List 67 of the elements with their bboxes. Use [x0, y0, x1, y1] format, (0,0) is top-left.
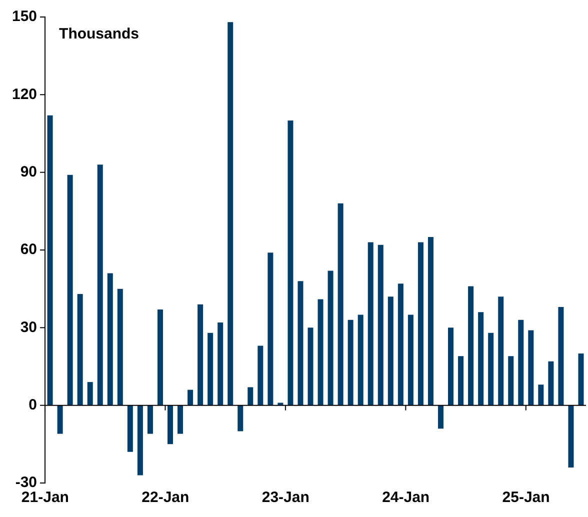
bar: [528, 330, 534, 406]
bar: [117, 288, 123, 406]
bar: [348, 320, 354, 406]
bar: [568, 405, 574, 468]
bar: [358, 314, 364, 406]
bar: [548, 361, 554, 406]
bar: [558, 306, 564, 406]
bar: [107, 273, 113, 406]
bar: [147, 405, 153, 434]
bar: [268, 252, 274, 406]
bar: [428, 237, 434, 406]
bar: [278, 402, 284, 406]
bar: [167, 405, 174, 444]
bar: [218, 322, 224, 406]
bar: [518, 320, 524, 406]
bar: [338, 203, 344, 406]
bar: [578, 354, 584, 406]
bar: [468, 286, 474, 406]
bar: [328, 270, 334, 406]
x-tick-label: 25-Jan: [502, 489, 550, 506]
bar: [57, 405, 63, 434]
y-tick-label: 30: [20, 318, 38, 336]
bar: [97, 164, 103, 406]
bar: [498, 296, 504, 406]
bar: [488, 332, 494, 406]
y-tick-label: -30: [15, 474, 38, 492]
bar: [188, 390, 194, 406]
y-tick-label: 90: [20, 163, 38, 180]
bar: [248, 387, 254, 406]
bar: [418, 242, 424, 406]
bar: [288, 120, 294, 406]
x-tick-label: 23-Jan: [262, 489, 310, 506]
bar: [368, 242, 374, 406]
bar: [87, 382, 93, 406]
bar: [157, 310, 163, 406]
bar: [308, 328, 314, 406]
bar: [127, 405, 133, 452]
bar: [198, 304, 204, 406]
bar: [258, 346, 264, 406]
bar: [538, 384, 544, 406]
bar: [228, 22, 234, 406]
bar: [238, 405, 244, 432]
bar: [47, 115, 53, 406]
bar: [478, 312, 484, 406]
bar: [67, 174, 73, 406]
bar: [137, 405, 143, 476]
bar: [448, 328, 454, 406]
bar: [178, 405, 184, 434]
x-tick-label: 24-Jan: [382, 489, 430, 506]
bar: [408, 314, 414, 406]
y-tick-label: 150: [12, 8, 38, 26]
bar: [318, 299, 324, 406]
y-tick-label: 60: [20, 241, 38, 258]
bar: [298, 281, 304, 406]
bar: [508, 356, 514, 406]
bar: [398, 284, 404, 406]
bar: [438, 405, 444, 429]
bar: [378, 244, 384, 406]
y-axis-title: Thousands: [59, 26, 140, 43]
x-tick-label: 21-Jan: [21, 489, 69, 506]
bar: [208, 332, 214, 406]
bar: [388, 296, 394, 406]
bar: [458, 356, 464, 406]
y-tick-label: 0: [28, 396, 38, 414]
y-tick-label: 120: [12, 86, 38, 103]
bar: [77, 294, 83, 406]
x-tick-label: 22-Jan: [142, 489, 190, 506]
